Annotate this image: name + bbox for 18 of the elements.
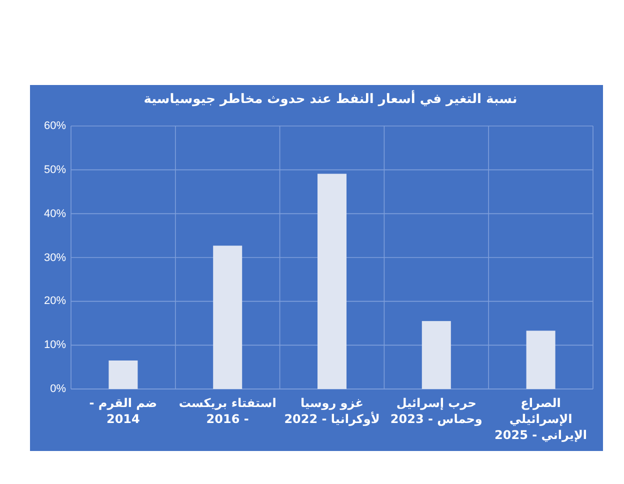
bar: [422, 321, 451, 389]
bar: [318, 174, 346, 389]
bar: [108, 360, 138, 389]
x-tick-label: حرب إسرائيل وحماس - 2023: [389, 395, 484, 427]
y-tick-label: 60%: [44, 119, 66, 133]
bar: [526, 330, 556, 389]
x-tick-label: استفتاء بريكست - 2016: [178, 395, 278, 427]
chart-title: نسبة التغير في أسعار النفط عند حدوث مخاطر جيوسياسية: [142, 92, 518, 107]
bar: [213, 246, 242, 389]
y-tick-label: 10%: [44, 338, 66, 352]
x-tick-label: الصراع الإسرائيلي الإيراني - 2025: [494, 395, 588, 443]
y-tick-label: 30%: [44, 250, 66, 264]
y-tick-label: 50%: [44, 162, 66, 177]
y-tick-label: 20%: [44, 294, 66, 308]
x-tick-label: غزو روسيا لأوكرانيا - 2022: [283, 395, 381, 427]
x-tick-label: ضم القرم - 2014: [88, 395, 158, 427]
y-tick-label: 0%: [50, 382, 66, 396]
y-tick-label: 40%: [44, 206, 66, 221]
